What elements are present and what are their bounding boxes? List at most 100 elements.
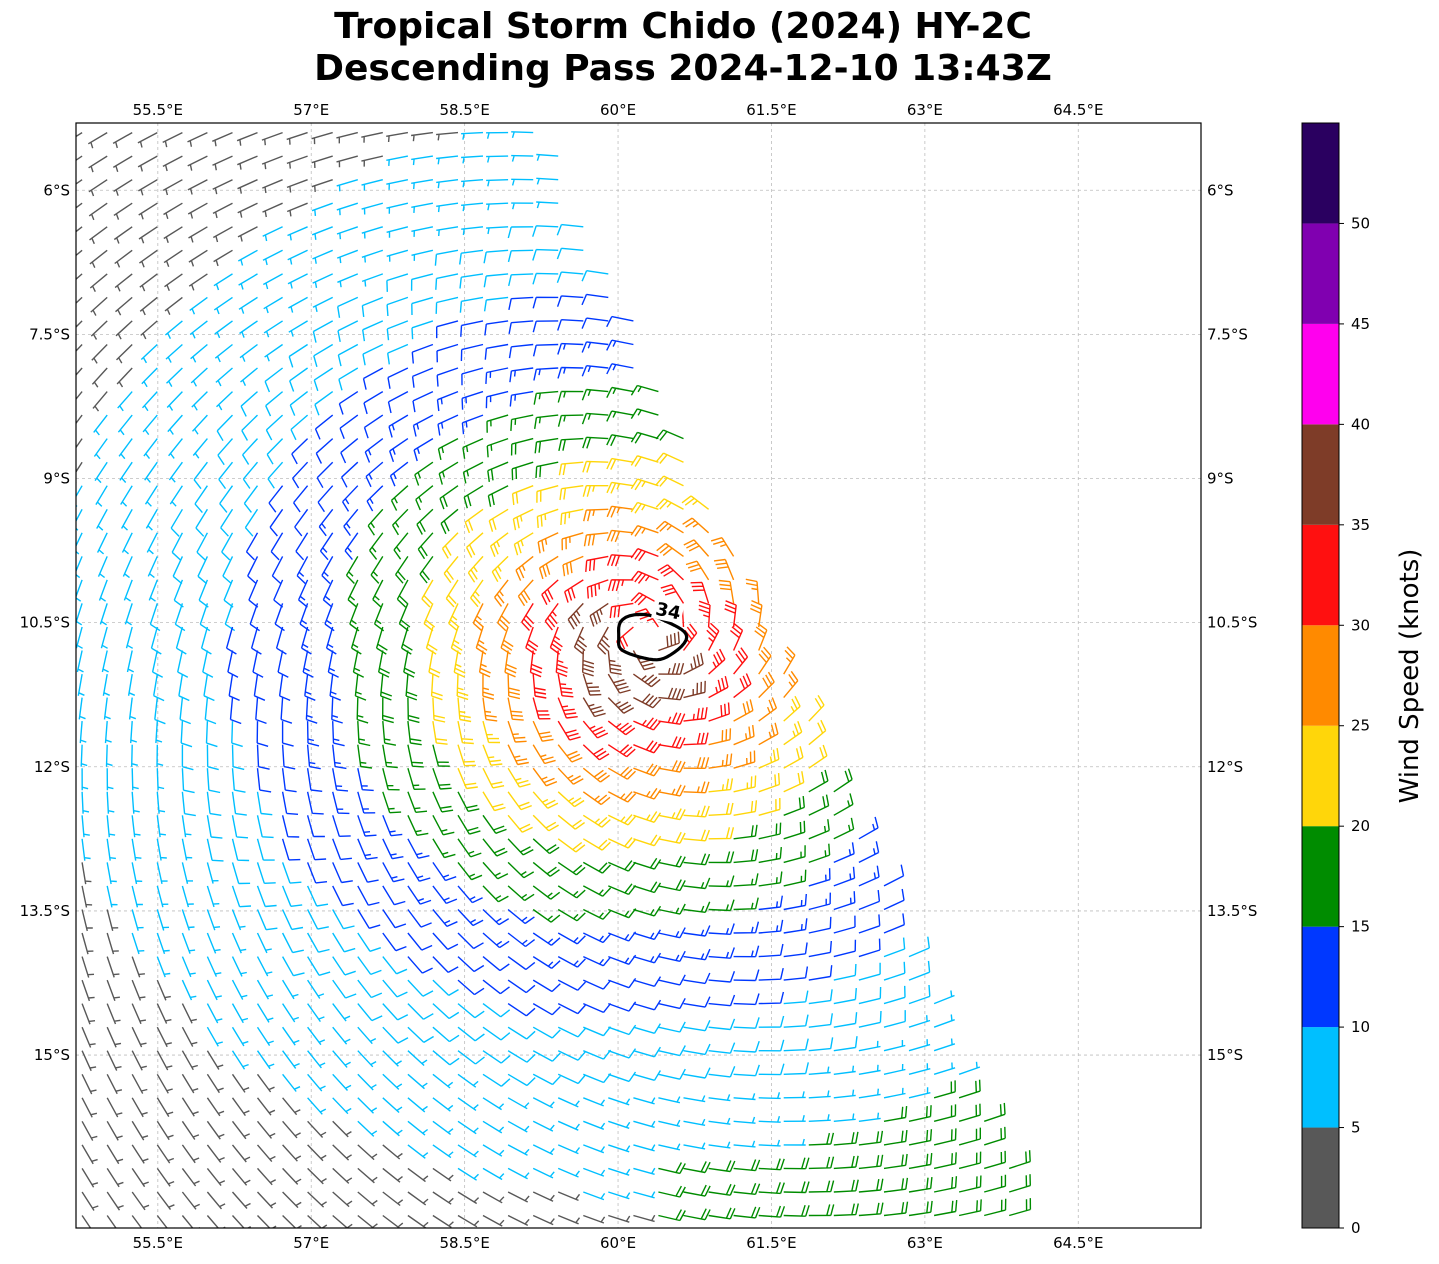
wind-barb [858, 962, 881, 981]
wind-barb [382, 721, 397, 746]
wind-barb [557, 414, 584, 427]
wind-barb [608, 1214, 631, 1223]
wind-barb [655, 452, 684, 464]
wind-barb [361, 249, 384, 263]
wind-barb [382, 979, 408, 998]
wind-barb [582, 932, 612, 944]
wind-barb [81, 1073, 97, 1095]
wind-barb [271, 556, 284, 585]
wind-barb [356, 697, 369, 724]
lat-tick-label-left: 13.5°S [20, 902, 70, 920]
wind-barb [482, 908, 510, 926]
wind-barb [148, 579, 158, 602]
wind-barb [106, 1191, 124, 1211]
wind-barb [275, 626, 287, 655]
wind-barb [708, 875, 735, 888]
wind-barb [708, 675, 729, 699]
wind-barb [507, 956, 536, 971]
wind-barb [282, 1026, 300, 1046]
wind-barb [412, 390, 434, 413]
wind-barb [181, 862, 193, 884]
wind-barb [758, 1205, 786, 1218]
wind-barb [557, 673, 574, 698]
wind-barb [256, 1167, 277, 1186]
wind-barb [338, 367, 359, 391]
wind-barb [164, 320, 183, 340]
wind-barb [332, 1144, 352, 1161]
wind-barb [118, 438, 133, 460]
wind-barb [81, 979, 95, 1002]
wind-barb [633, 717, 662, 731]
wind-barb [361, 155, 383, 167]
wind-barb [457, 932, 484, 950]
wind-barb [156, 815, 166, 838]
wind-barb [482, 932, 510, 949]
wind-barb [306, 721, 320, 747]
wind-barb [708, 1117, 731, 1125]
wind-barb [171, 532, 184, 561]
wind-barb [116, 367, 133, 388]
wind-barb [586, 579, 609, 599]
wind-barb [187, 179, 208, 195]
wind-barb [106, 1215, 117, 1228]
wind-barb [81, 1215, 92, 1228]
wind-barb [102, 673, 110, 696]
wind-barb [858, 1112, 881, 1122]
wind-barb [708, 1066, 736, 1078]
wind-barb [231, 1215, 252, 1228]
wind-barb [407, 744, 424, 768]
wind-barb [536, 485, 559, 503]
wind-barb [630, 548, 659, 562]
wind-barb [76, 344, 83, 353]
wind-barb [411, 202, 434, 213]
wind-barb [432, 814, 455, 836]
wind-barb [557, 1026, 587, 1038]
wind-barb [606, 481, 634, 494]
wind-barb [557, 1191, 581, 1202]
colorbar-tick-label: 35 [1351, 516, 1370, 534]
wind-barb [510, 437, 534, 456]
wind-barb [231, 1191, 251, 1209]
wind-barb [630, 384, 659, 396]
wind-barb [733, 1093, 756, 1101]
wind-barb [162, 155, 183, 172]
wind-barb [131, 979, 146, 1001]
wind-barb [281, 791, 299, 815]
lon-tick-label-bottom: 57°E [293, 1234, 329, 1252]
lat-tick-label-left: 12°S [34, 758, 70, 776]
wind-barb [131, 744, 138, 767]
wind-barb [332, 1003, 351, 1022]
wind-barb [357, 721, 371, 747]
wind-barb [306, 815, 325, 838]
wind-barb [79, 721, 87, 744]
wind-barb [236, 131, 258, 146]
wind-barb [515, 555, 534, 581]
wind-barb [206, 838, 224, 862]
wind-barb [288, 343, 308, 368]
wind-barb [196, 532, 209, 561]
wind-barb [683, 925, 711, 937]
wind-barb [156, 862, 168, 885]
wind-barb [386, 226, 409, 238]
wind-barb [306, 862, 328, 884]
wind-barb [655, 429, 684, 441]
wind-barb [286, 131, 308, 145]
wind-barb [282, 1073, 301, 1092]
wind-barb [606, 554, 634, 567]
wind-barb [808, 916, 832, 934]
wind-barb [532, 861, 560, 877]
wind-barb [88, 179, 108, 197]
wind-barb [332, 791, 350, 815]
wind-barb [683, 901, 711, 913]
wind-barb [567, 602, 584, 630]
wind-barb [76, 650, 84, 673]
wind-barb [633, 857, 662, 870]
wind-barb [77, 673, 85, 696]
wind-barb [206, 1073, 224, 1094]
wind-barb [608, 1097, 631, 1106]
wind-barb [329, 674, 341, 701]
wind-barb [281, 815, 300, 838]
wind-barb [231, 791, 247, 816]
wind-barb [411, 320, 434, 340]
wind-barb [457, 1097, 479, 1111]
